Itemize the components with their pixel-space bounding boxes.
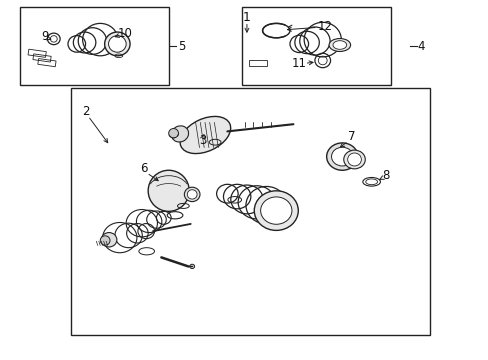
Text: 12: 12 [317,20,331,33]
Text: 10: 10 [118,27,132,40]
Text: 2: 2 [81,105,89,118]
Ellipse shape [347,153,361,166]
Text: 1: 1 [243,11,250,24]
Ellipse shape [168,129,178,138]
Circle shape [148,170,189,211]
Ellipse shape [100,236,110,245]
Bar [38,59,56,67]
Bar [71,88,429,335]
Ellipse shape [180,116,230,154]
Bar [28,49,46,57]
Text: 6: 6 [140,162,148,175]
Ellipse shape [101,233,117,247]
Ellipse shape [332,41,346,49]
Ellipse shape [328,39,350,51]
Ellipse shape [104,32,130,56]
Text: 7: 7 [347,130,355,143]
Bar [33,54,51,62]
Ellipse shape [331,147,352,166]
Ellipse shape [171,126,188,142]
Ellipse shape [260,197,291,224]
Bar [242,7,390,85]
Bar [20,7,168,85]
Text: 4: 4 [417,40,425,53]
Text: 11: 11 [291,57,306,70]
Text: 9: 9 [41,30,49,42]
Ellipse shape [108,36,126,52]
Ellipse shape [343,150,365,169]
Bar [249,60,266,66]
Text: 5: 5 [178,40,185,53]
Ellipse shape [326,143,357,170]
Text: 3: 3 [199,134,206,147]
Ellipse shape [184,187,200,202]
Text: 8: 8 [382,169,389,182]
Ellipse shape [187,190,197,199]
Ellipse shape [254,191,298,230]
Ellipse shape [189,264,194,269]
